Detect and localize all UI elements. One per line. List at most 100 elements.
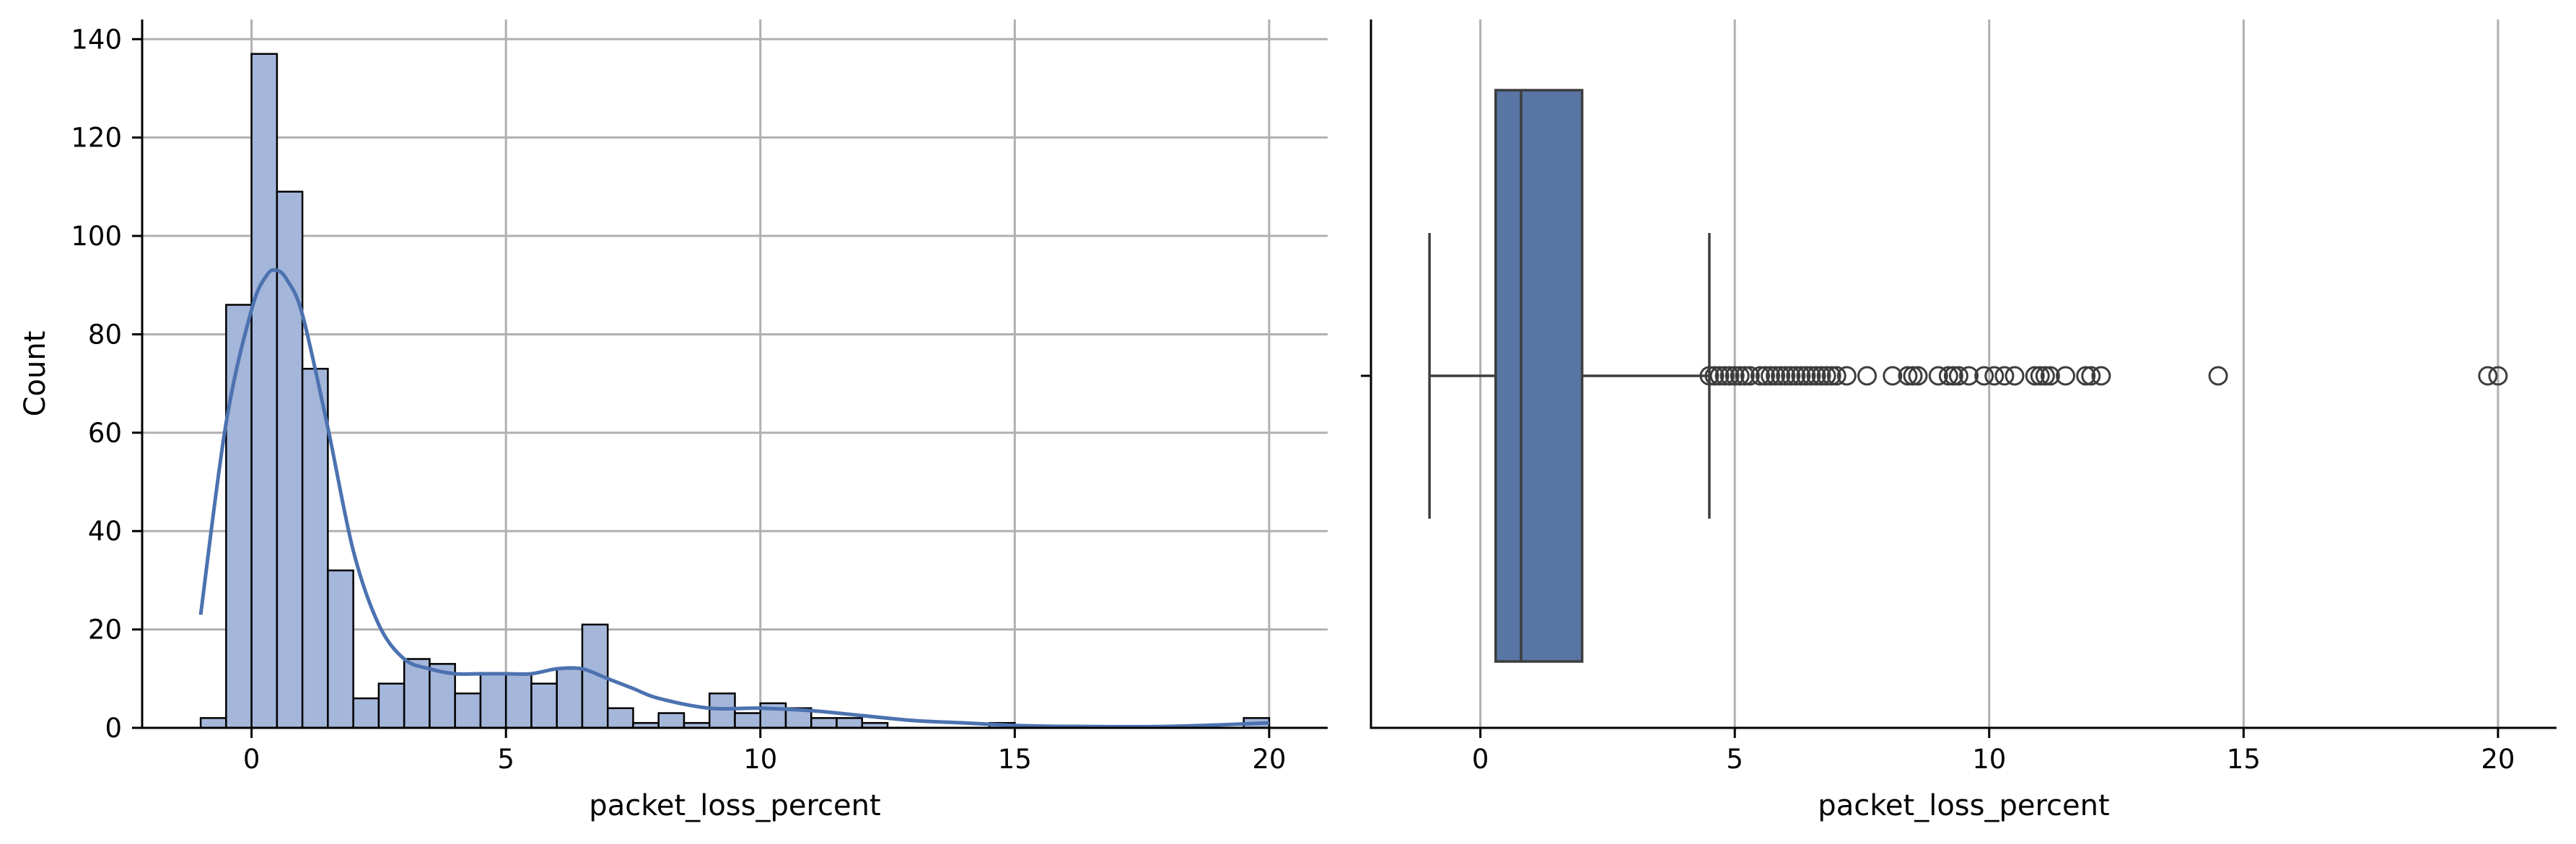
boxplot-outlier: [1709, 366, 1730, 386]
boxplot-outlier: [1959, 366, 1979, 386]
boxplot-outlier: [1974, 366, 1994, 386]
boxplot-outlier: [2076, 366, 2096, 386]
boxplot-axes: [1370, 19, 2557, 729]
kde-curve: [198, 268, 1269, 729]
histogram-y-tick-label: 20: [88, 615, 122, 646]
histogram-panel: 0 5 10 15 20 0 20 40 60 80 100 120 140 packet_loss_p…: [19, 19, 1328, 822]
histogram-bar: [504, 672, 533, 729]
boxplot-outlier: [2208, 366, 2228, 386]
boxplot-outlier: [1928, 366, 1948, 386]
boxplot-outlier: [2478, 366, 2498, 386]
histogram-bar: [352, 697, 380, 729]
boxplot-outlier: [2040, 366, 2060, 386]
boxplot-panel: 0 5 10 15 20 packet_loss_percent: [1361, 19, 2557, 822]
histogram-bar: [657, 712, 685, 729]
histogram-x-tick-label: 0: [243, 744, 260, 775]
boxplot-outlier: [1714, 366, 1735, 386]
boxplot-outlier: [1791, 366, 1811, 386]
histogram-y-tick-label: 140: [71, 24, 122, 55]
boxplot-outlier: [1948, 366, 1968, 386]
boxplot-outlier: [1761, 366, 1781, 386]
boxplot-grid: [1479, 19, 2500, 728]
histogram-bar: [454, 693, 482, 729]
histogram-x-axis-label: packet_loss_percent: [589, 789, 880, 822]
histogram-bar: [377, 682, 406, 729]
boxplot-outlier: [1740, 366, 1760, 386]
boxplot-outlier: [1719, 366, 1740, 386]
boxplot-outlier: [1943, 366, 1963, 386]
boxplot-outlier: [2056, 366, 2076, 386]
histogram-bar: [301, 367, 329, 729]
boxplot-outlier: [1771, 366, 1791, 386]
histogram-y-tick-label: 80: [88, 319, 122, 350]
histogram-y-tick-label: 40: [88, 516, 122, 547]
histogram-bar: [199, 717, 227, 729]
boxplot-box: [1494, 89, 1584, 663]
boxplot-outlier: [1704, 366, 1725, 386]
boxplot-outlier: [1816, 366, 1836, 386]
boxplot-outlier: [1755, 366, 1775, 386]
boxplot-outlier: [1730, 366, 1750, 386]
histogram-bar: [606, 707, 634, 729]
boxplot-x-tick-label: 5: [1726, 744, 1743, 775]
boxplot-outlier: [1857, 366, 1878, 386]
boxplot-outlier: [1699, 366, 1719, 386]
boxplot-outliers: [1699, 366, 2508, 386]
boxplot-outlier: [1766, 366, 1786, 386]
histogram-y-axis-label: Count: [19, 331, 52, 417]
boxplot-x-axis-label: packet_loss_percent: [1818, 789, 2109, 822]
boxplot-outlier: [1735, 366, 1755, 386]
boxplot-outlier: [1903, 366, 1923, 386]
boxplot-outlier: [2091, 366, 2111, 386]
histogram-bar: [836, 717, 864, 729]
boxplot-x-tick-label: 15: [2227, 744, 2261, 775]
histogram-bar: [327, 569, 354, 729]
boxplot-outlier: [1898, 366, 1918, 386]
boxplot-outlier: [2030, 366, 2050, 386]
boxplot-outlier: [1781, 366, 1801, 386]
histogram-x-tick-label: 5: [497, 744, 514, 775]
boxplot-outlier: [1984, 366, 2005, 386]
boxplot-outlier: [1801, 366, 1821, 386]
histogram-y-tick-label: 0: [105, 713, 122, 744]
histogram-y-tick-label: 120: [71, 123, 122, 154]
boxplot-outlier: [1821, 366, 1841, 386]
boxplot-outlier: [1725, 366, 1745, 386]
boxplot-outlier: [1811, 366, 1831, 386]
boxplot-outlier: [2025, 366, 2045, 386]
histogram-bar: [734, 712, 762, 729]
histogram-bar: [530, 682, 558, 729]
histogram-ticks: 0 5 10 15 20 0 20 40 60 80 100 120 140: [71, 24, 1286, 775]
histogram-y-tick-label: 60: [88, 418, 122, 449]
boxplot-outlier: [1806, 366, 1826, 386]
boxplot-x-tick-label: 0: [1472, 744, 1489, 775]
histogram-bars: [199, 53, 1271, 729]
boxplot-outlier: [2005, 366, 2025, 386]
boxplot-outlier: [1994, 366, 2015, 386]
histogram-x-tick-label: 15: [998, 744, 1032, 775]
boxplot-x-tick-label: 20: [2481, 744, 2515, 775]
boxplot-outlier: [1796, 366, 1816, 386]
boxplot-outlier: [2035, 366, 2055, 386]
boxplot-outlier: [1908, 366, 1928, 386]
histogram-bar: [479, 672, 507, 729]
boxplot-outlier: [1786, 366, 1806, 386]
boxplot-outlier: [1776, 366, 1796, 386]
histogram-bar: [708, 693, 736, 729]
boxplot-body: [1428, 89, 1711, 663]
boxplot-ticks: 0 5 10 15 20: [1361, 374, 2515, 775]
boxplot-outlier: [1826, 366, 1846, 386]
boxplot-outlier: [1938, 366, 1958, 386]
histogram-x-tick-label: 10: [743, 744, 777, 775]
histogram-bar: [250, 53, 279, 729]
boxplot-outlier: [1750, 366, 1770, 386]
boxplot-outlier: [1883, 366, 1903, 386]
histogram-bar: [556, 667, 584, 729]
histogram-y-tick-label: 100: [71, 221, 122, 252]
histogram-x-tick-label: 20: [1252, 744, 1286, 775]
boxplot-outlier: [2488, 366, 2508, 386]
boxplot-outlier: [2081, 366, 2101, 386]
boxplot-x-tick-label: 10: [1972, 744, 2006, 775]
boxplot-outlier: [1836, 366, 1857, 386]
